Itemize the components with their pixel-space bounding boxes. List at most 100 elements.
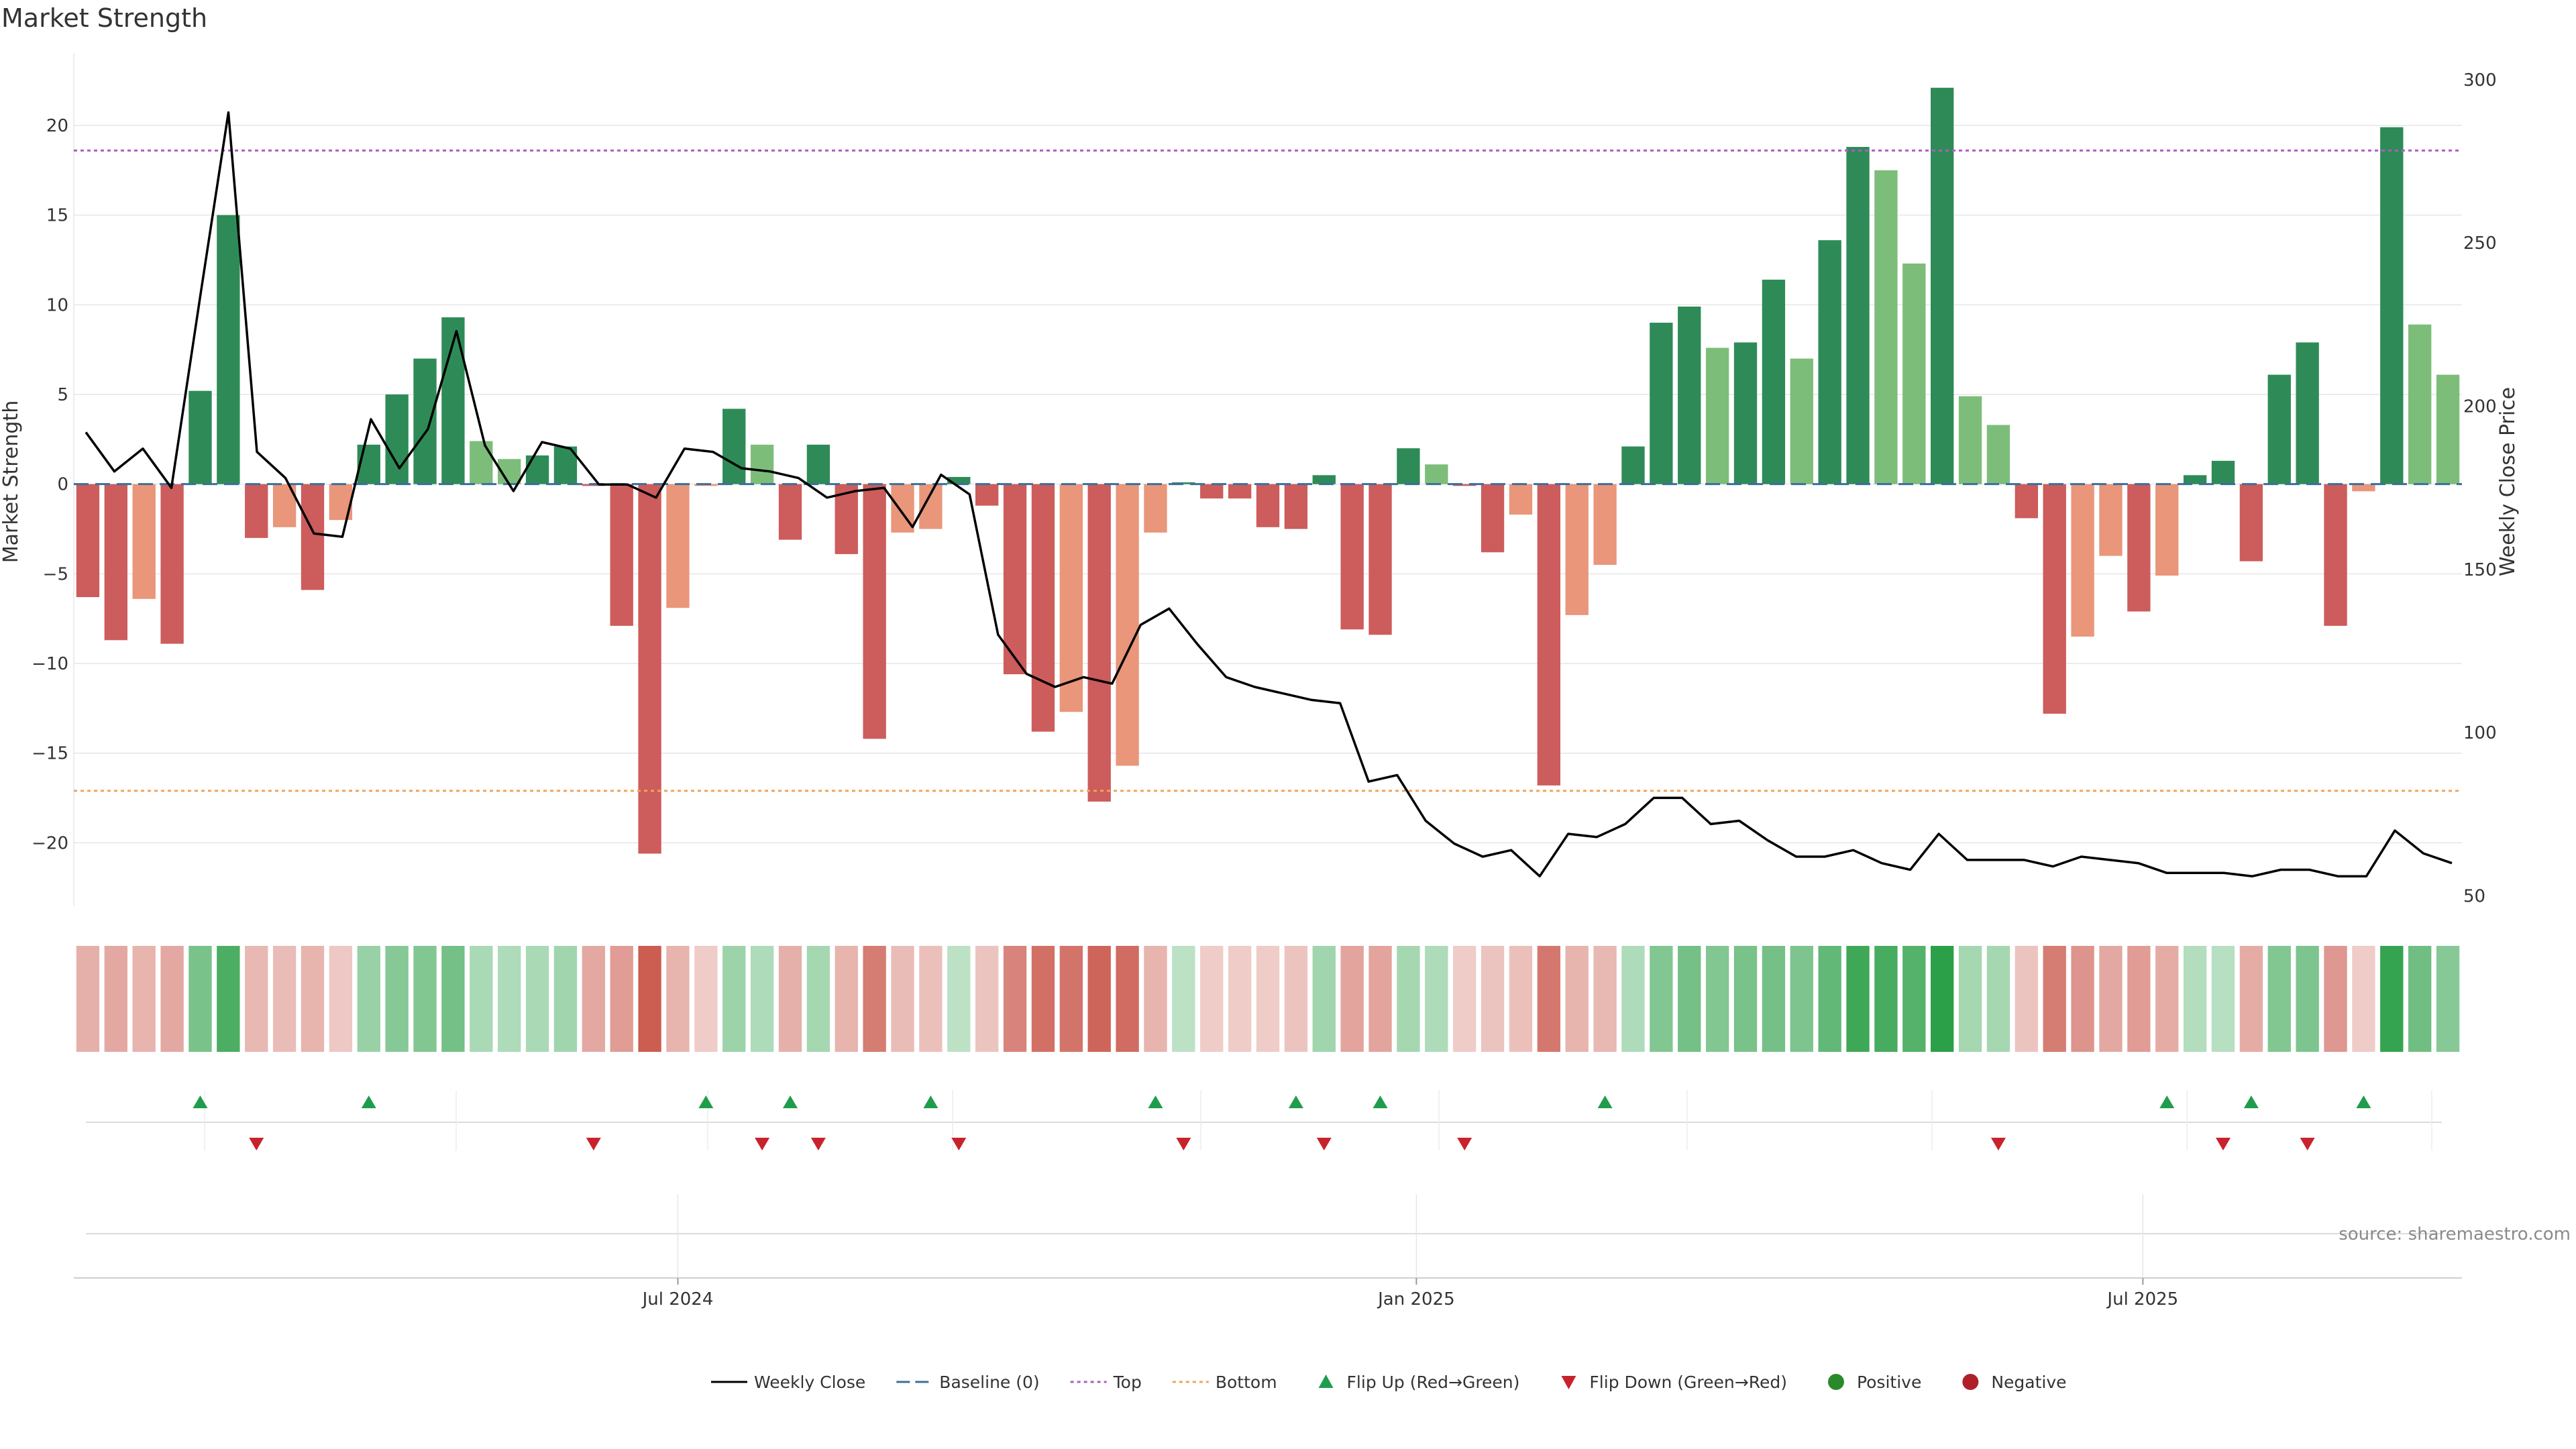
legend-flip-down-swatch	[1561, 1376, 1576, 1389]
flip-down-marker	[810, 1138, 826, 1150]
heat-cell	[1284, 946, 1308, 1052]
heat-cell	[1509, 946, 1533, 1052]
flip-up-marker	[2243, 1095, 2259, 1108]
strength-bar	[1172, 482, 1195, 484]
strength-bar	[76, 484, 100, 598]
strength-bar	[470, 441, 493, 484]
strength-bar	[778, 484, 802, 540]
heat-cell	[385, 946, 409, 1052]
heat-cell	[666, 946, 690, 1052]
flip-up-marker	[698, 1095, 714, 1108]
y-left-tick-label: 5	[57, 385, 68, 405]
heat-cell	[498, 946, 521, 1052]
flip-down-marker	[951, 1138, 967, 1150]
heat-cell	[553, 946, 578, 1052]
strength-bar	[217, 215, 240, 484]
y-left-tick-label: 0	[57, 475, 68, 495]
heat-cell	[1902, 946, 1926, 1052]
heat-cell	[1650, 946, 1673, 1052]
strength-bar	[2155, 484, 2179, 576]
strength-bar	[1846, 147, 1870, 484]
heat-cell	[2127, 946, 2151, 1052]
strength-bar	[1228, 484, 1252, 499]
heat-cell	[1003, 946, 1027, 1052]
strength-bar	[132, 484, 156, 599]
heat-cell	[1678, 946, 1701, 1052]
strength-bar	[975, 484, 999, 506]
heat-cell	[470, 946, 493, 1052]
strength-bar	[189, 390, 212, 484]
flip-up-marker	[1288, 1095, 1303, 1108]
strength-bar	[245, 484, 268, 538]
flip-up-marker	[1597, 1095, 1613, 1108]
heat-cell	[1397, 946, 1420, 1052]
strength-bar	[1705, 347, 1729, 484]
x-tick-label: Jul 2024	[641, 1289, 714, 1309]
strength-bar	[2043, 484, 2066, 714]
strength-bar	[722, 409, 746, 484]
heat-cell	[975, 946, 999, 1052]
heat-cell	[2099, 946, 2123, 1052]
strength-bar	[2183, 475, 2207, 484]
flip-down-marker	[1457, 1138, 1472, 1150]
source-note: source: sharemaestro.com	[2339, 1224, 2571, 1244]
strength-bar	[160, 484, 184, 644]
strength-bar	[2099, 484, 2123, 556]
heat-cell	[1705, 946, 1729, 1052]
heat-cell	[582, 946, 605, 1052]
heat-cell	[1593, 946, 1617, 1052]
heat-cell	[1059, 946, 1083, 1052]
heat-cell	[1565, 946, 1589, 1052]
heat-cell	[2324, 946, 2347, 1052]
strength-bar	[1650, 323, 1673, 484]
strength-bar	[638, 484, 661, 854]
flip-down-marker	[249, 1138, 264, 1150]
strength-bar	[2267, 374, 2291, 484]
heat-cell	[76, 946, 100, 1052]
heat-cell	[638, 946, 661, 1052]
heat-cell	[2015, 946, 2038, 1052]
heat-cell	[1312, 946, 1336, 1052]
strength-bar	[385, 394, 409, 484]
heat-cell	[1200, 946, 1224, 1052]
strength-bar	[2352, 484, 2375, 492]
heat-cell	[1931, 946, 1954, 1052]
heat-cell	[1790, 946, 1813, 1052]
weekly-close-series	[85, 111, 2453, 877]
flip-up-marker	[783, 1095, 798, 1108]
strength-bar	[1986, 425, 2010, 484]
strength-bar	[1425, 464, 1448, 484]
flip-markers	[86, 1090, 2442, 1150]
legend-negative-swatch	[1962, 1374, 1979, 1390]
strength-bar	[2436, 374, 2460, 484]
heat-cell	[1453, 946, 1477, 1052]
strength-bar	[1509, 484, 1533, 515]
heat-cell	[1256, 946, 1280, 1052]
strength-bar	[1481, 484, 1505, 553]
y-left-label: Market Strength	[0, 400, 23, 563]
y-right-ticks: 50 100 150 200 250 300	[2463, 70, 2497, 906]
strength-bar	[2324, 484, 2347, 626]
heat-cell	[1986, 946, 2010, 1052]
strength-bar	[2211, 460, 2235, 484]
heat-cell	[1537, 946, 1560, 1052]
strength-bar	[1087, 484, 1111, 802]
heat-cell	[1621, 946, 1645, 1052]
flip-down-marker	[1990, 1138, 2006, 1150]
heat-cell	[2155, 946, 2179, 1052]
strength-bar	[1368, 484, 1392, 635]
heat-cell	[835, 946, 858, 1052]
y-left-tick-label: −10	[32, 654, 68, 674]
heat-cell	[217, 946, 240, 1052]
strength-bar	[1565, 484, 1589, 615]
heat-cell	[1874, 946, 1898, 1052]
strength-bar	[1678, 306, 1701, 484]
strength-bar	[1284, 484, 1308, 529]
heat-cell	[2296, 946, 2319, 1052]
flip-up-marker	[361, 1095, 376, 1108]
strength-bar	[1397, 448, 1420, 484]
strength-bar	[104, 484, 127, 641]
heat-cell	[778, 946, 802, 1052]
heat-cell	[132, 946, 156, 1052]
